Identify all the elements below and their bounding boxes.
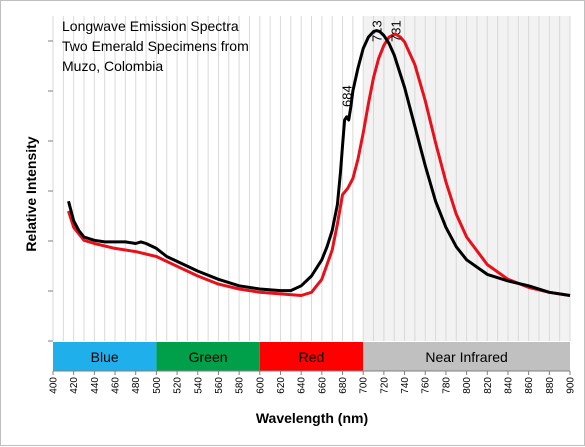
- x-axis-title: Wavelength (nm): [256, 410, 368, 426]
- series-layer: [67, 29, 571, 297]
- band-1: [156, 342, 260, 371]
- x-tick-label: 820: [483, 377, 494, 394]
- band-label-1: Green: [189, 349, 228, 365]
- x-tick-layer: 400 420 440 460 480 500 520 540 560 580 600 620 640 6…: [49, 371, 577, 394]
- title-line-3: Muzo, Colombia: [62, 58, 163, 74]
- peak-label-731: 731: [388, 20, 403, 42]
- x-tick-label: 420: [69, 377, 80, 394]
- x-tick-label: 880: [545, 377, 556, 394]
- chart-title: Longwave Emission Spectra Two Emerald Sp…: [62, 18, 253, 74]
- series-line-0: [67, 29, 571, 297]
- x-tick-label: 600: [255, 377, 266, 394]
- x-tick-label: 400: [49, 377, 60, 394]
- peak-label-layer: 684 713 731: [340, 20, 404, 107]
- band-label-3: Near Infrared: [425, 349, 507, 365]
- x-tick-label: 680: [338, 377, 349, 394]
- x-tick-label: 660: [317, 377, 328, 394]
- band-3: [363, 342, 570, 371]
- x-tick-label: 440: [90, 377, 101, 394]
- x-tick-label: 840: [503, 377, 514, 394]
- x-tick-label: 900: [566, 377, 577, 394]
- x-tick-label: 560: [214, 377, 225, 394]
- x-tick-label: 460: [111, 377, 122, 394]
- x-tick-label: 480: [131, 377, 142, 394]
- x-tick-label: 740: [400, 377, 411, 394]
- x-tick-label: 640: [297, 377, 308, 394]
- x-tick-label: 760: [421, 377, 432, 394]
- band-2: [259, 342, 364, 371]
- x-tick-label: 860: [524, 377, 535, 394]
- peak-label-713: 713: [370, 20, 385, 42]
- title-line-1: Longwave Emission Spectra: [62, 18, 239, 34]
- x-tick-label: 520: [173, 377, 184, 394]
- peak-label-684: 684: [340, 85, 355, 107]
- x-tick-label: 620: [276, 377, 287, 394]
- x-tick-label: 720: [379, 377, 390, 394]
- band-label-0: Blue: [91, 349, 119, 365]
- x-tick-label: 700: [359, 377, 370, 394]
- x-tick-label: 780: [441, 377, 452, 394]
- x-tick-label: 500: [152, 377, 163, 394]
- x-tick-label: 540: [193, 377, 204, 394]
- title-line-2: Two Emerald Specimens from: [62, 38, 249, 54]
- band-0: [53, 342, 157, 371]
- x-tick-label: 580: [235, 377, 246, 394]
- series-line-1: [67, 32, 571, 297]
- x-tick-label: 800: [462, 377, 473, 394]
- color-band-layer: Blue Green Red Near Infrared: [53, 342, 570, 372]
- y-tick-layer: [48, 40, 53, 342]
- band-label-2: Red: [299, 349, 325, 365]
- y-axis-title: Relative Intensity: [23, 136, 39, 251]
